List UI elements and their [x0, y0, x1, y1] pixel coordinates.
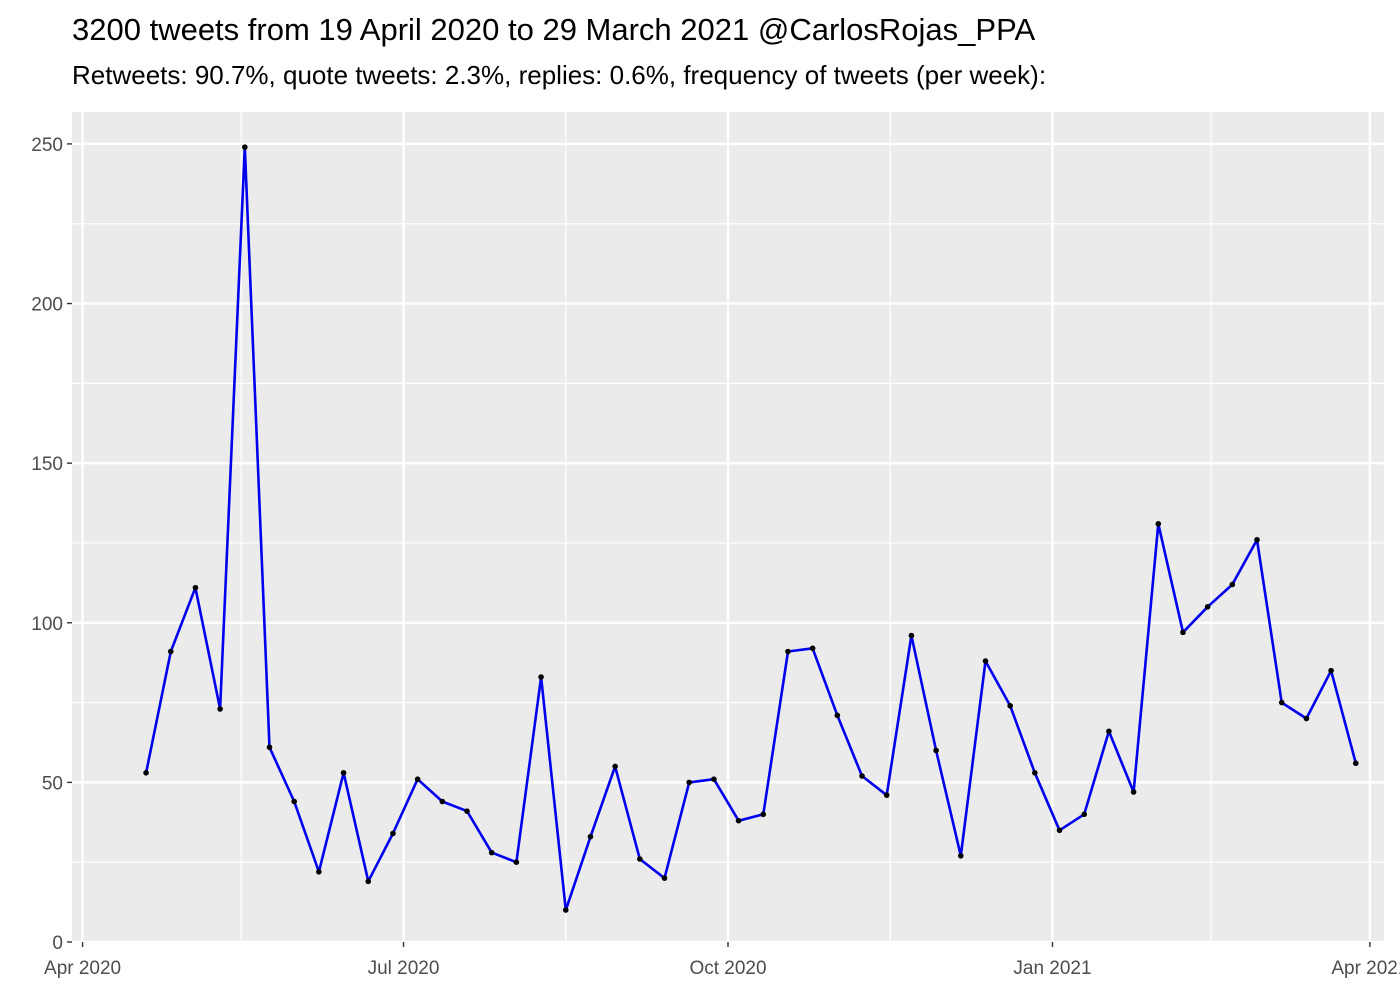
data-point [908, 632, 915, 639]
data-point [538, 674, 544, 680]
data-point [785, 648, 791, 655]
data-point [562, 907, 569, 913]
data-point [883, 792, 890, 798]
data-point [1130, 789, 1137, 795]
data-point [1155, 521, 1162, 527]
data-point [735, 817, 742, 824]
data-point [809, 645, 816, 652]
data-point [439, 798, 446, 805]
data-point [340, 770, 347, 776]
y-tick-label: 150 [31, 454, 63, 475]
data-point [637, 856, 643, 862]
x-tick-label: Jan 2021 [1013, 958, 1091, 979]
data-point [414, 776, 421, 782]
chart-title: 3200 tweets from 19 April 2020 to 29 Mar… [72, 12, 1036, 47]
data-point [1056, 827, 1063, 834]
data-point [1278, 699, 1285, 706]
data-point [933, 747, 939, 754]
x-axis: Apr 2020 Jul 2020 Oct 2020 Jan 2021 Apr 2021 [44, 942, 1400, 979]
series-line [144, 145, 1358, 912]
data-point [1204, 604, 1211, 610]
chart-subtitle: Retweets: 90.7%, quote tweets: 2.3%, rep… [72, 60, 1047, 90]
x-tick-label: Oct 2020 [689, 958, 766, 979]
data-point [167, 648, 174, 655]
data-point [661, 875, 668, 881]
data-point [217, 706, 223, 712]
data-point [266, 744, 273, 751]
data-point [612, 763, 618, 770]
data-point [390, 830, 396, 837]
y-tick-label: 200 [31, 295, 63, 316]
data-point [464, 808, 470, 814]
x-tick-label: Apr 2021 [1331, 958, 1400, 979]
data-point [587, 833, 594, 840]
data-point [1303, 715, 1310, 722]
data-point [859, 773, 865, 779]
data-point [488, 849, 495, 856]
data-point [192, 584, 199, 591]
data-points [143, 144, 1359, 913]
y-tick-label: 100 [31, 614, 63, 635]
data-point [957, 853, 964, 859]
y-tick-label: 50 [42, 773, 63, 794]
x-tick-label: Jul 2020 [368, 958, 440, 979]
data-point [1254, 536, 1260, 543]
data-point [834, 712, 841, 719]
x-tick-label: Apr 2020 [44, 958, 121, 979]
data-point [1229, 581, 1236, 588]
data-point [316, 868, 322, 875]
y-axis: 0 50 100 150 200 250 [31, 135, 72, 954]
data-point [1328, 667, 1334, 674]
data-point [1352, 760, 1359, 767]
data-point [1007, 702, 1013, 709]
data-point [760, 811, 767, 818]
data-point [1081, 811, 1088, 818]
data-point [513, 859, 520, 865]
data-point [1032, 770, 1038, 776]
data-point [365, 878, 372, 885]
data-point [1106, 728, 1112, 735]
data-point [982, 658, 989, 664]
data-point [1180, 629, 1186, 636]
data-point [291, 798, 297, 805]
grid-major [72, 112, 1384, 944]
y-tick-label: 250 [31, 135, 63, 156]
data-point [686, 779, 693, 786]
y-tick-label: 0 [52, 933, 63, 954]
data-point [711, 776, 717, 782]
data-point [242, 144, 248, 150]
data-point [143, 770, 149, 776]
